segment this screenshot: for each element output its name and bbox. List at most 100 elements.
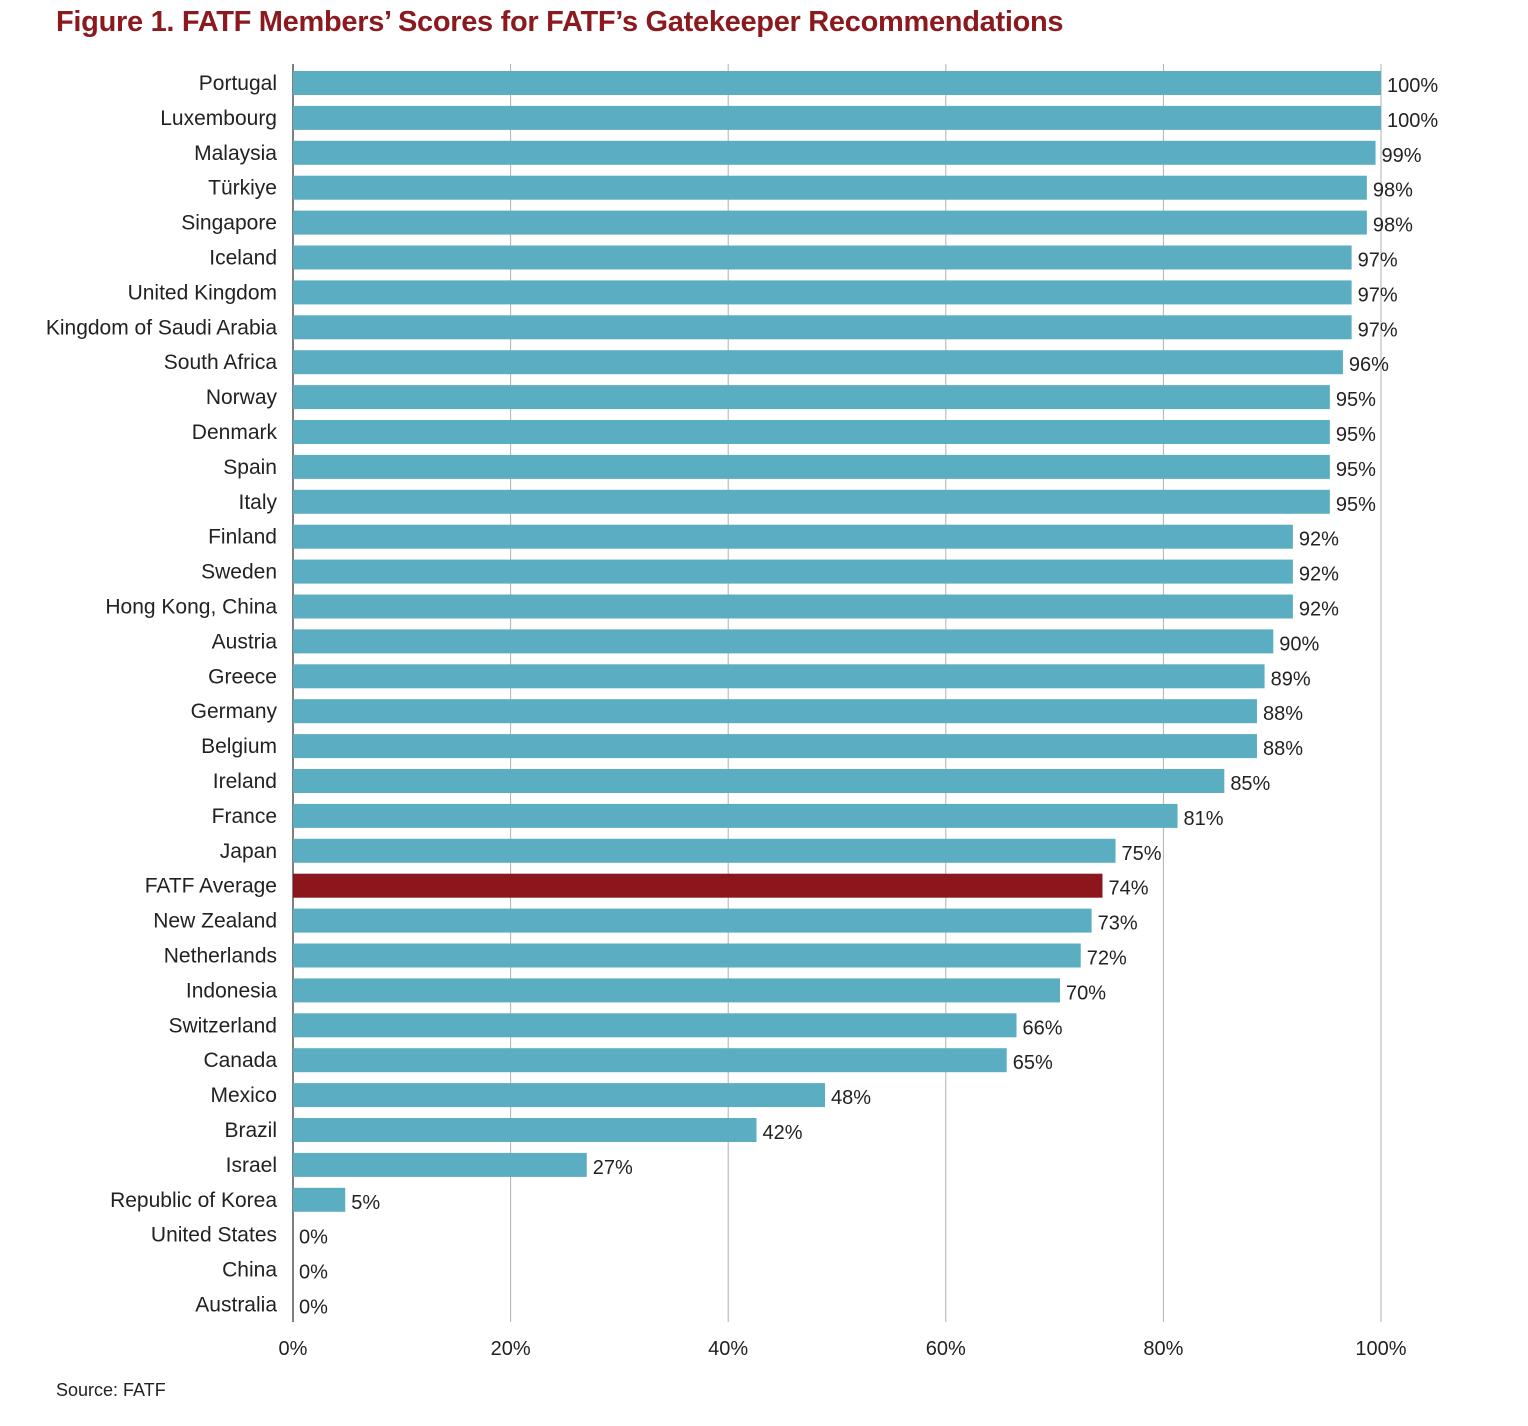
source-note: Source: FATF <box>56 1380 166 1400</box>
category-label: Iceland <box>209 247 277 270</box>
value-label: 92% <box>1299 529 1339 551</box>
value-label: 98% <box>1373 180 1413 202</box>
bar <box>293 594 1293 619</box>
value-label: 0% <box>299 1297 328 1319</box>
category-label: Norway <box>206 386 278 409</box>
category-label: Portugal <box>199 72 277 95</box>
value-label: 74% <box>1108 878 1148 900</box>
category-label: Spain <box>223 456 277 479</box>
gridlines <box>292 64 1382 1322</box>
bar <box>293 1048 1007 1073</box>
category-label: Israel <box>226 1154 277 1177</box>
value-label: 95% <box>1336 494 1376 516</box>
value-label: 65% <box>1013 1052 1053 1074</box>
bar <box>293 420 1330 444</box>
x-tick-label: 60% <box>926 1338 966 1360</box>
category-label: Mexico <box>210 1084 277 1107</box>
category-label: China <box>222 1259 277 1282</box>
bar <box>293 245 1352 270</box>
category-label: Switzerland <box>168 1014 277 1037</box>
bar <box>293 1118 757 1142</box>
category-label: Sweden <box>201 561 277 584</box>
value-label: 100% <box>1387 110 1438 132</box>
category-label: Japan <box>220 840 277 863</box>
category-label: Australia <box>195 1294 277 1317</box>
bar <box>293 803 1178 828</box>
value-label: 0% <box>299 1262 328 1284</box>
category-label: France <box>212 805 277 828</box>
category-label: Malaysia <box>194 142 277 165</box>
bar <box>293 175 1367 200</box>
category-label: Hong Kong, China <box>105 596 277 619</box>
bar <box>293 315 1352 340</box>
chart-title: Figure 1. FATF Members’ Scores for FATF’… <box>56 6 1064 38</box>
category-label: Kingdom of Saudi Arabia <box>46 316 277 339</box>
bar <box>293 454 1330 479</box>
value-label: 95% <box>1336 389 1376 411</box>
bar <box>293 629 1274 654</box>
bar <box>293 559 1293 584</box>
value-label: 72% <box>1087 948 1127 970</box>
value-label: 88% <box>1263 703 1303 725</box>
category-label: United States <box>151 1224 277 1247</box>
value-label: 88% <box>1263 738 1303 760</box>
category-label: Austria <box>212 630 278 653</box>
value-label: 97% <box>1358 250 1398 272</box>
bars <box>293 71 1381 1212</box>
value-label: 92% <box>1299 564 1339 586</box>
category-label: Ireland <box>213 770 277 793</box>
bar <box>293 1083 826 1108</box>
bar <box>293 524 1293 549</box>
value-label: 89% <box>1271 668 1311 690</box>
value-label: 97% <box>1358 319 1398 341</box>
category-label: New Zealand <box>153 910 277 933</box>
value-label: 42% <box>762 1122 802 1144</box>
x-tick-label: 40% <box>708 1338 748 1360</box>
category-label: South Africa <box>164 351 278 374</box>
bar <box>293 385 1330 410</box>
bar-fatf-average <box>293 873 1103 898</box>
category-label: Republic of Korea <box>110 1189 277 1212</box>
category-label: Italy <box>238 491 277 514</box>
x-tick-label: 100% <box>1355 1338 1406 1360</box>
value-label: 95% <box>1336 459 1376 481</box>
category-label: Greece <box>208 665 277 688</box>
value-labels: 100% 100% 99% 98% 98% 97% 97% 97% 96% 95% 95% 95% 95… <box>299 75 1438 1319</box>
value-label: 90% <box>1279 633 1319 655</box>
bar <box>293 664 1265 689</box>
bar <box>293 1187 346 1212</box>
value-label: 73% <box>1098 913 1138 935</box>
category-label: Luxembourg <box>160 107 277 130</box>
bar <box>293 1013 1017 1038</box>
category-label: Belgium <box>201 735 277 758</box>
x-tick-label: 80% <box>1143 1338 1183 1360</box>
category-labels: Portugal Luxembourg Malaysia Türkiye Singapo… <box>46 72 278 1317</box>
bar <box>293 734 1257 759</box>
bar <box>293 908 1092 933</box>
value-label: 92% <box>1299 599 1339 621</box>
value-label: 70% <box>1066 982 1106 1004</box>
category-label: Indonesia <box>186 979 277 1002</box>
bar <box>293 210 1367 235</box>
bar <box>293 71 1381 95</box>
value-label: 5% <box>351 1192 380 1214</box>
x-tick-label: 20% <box>491 1338 531 1360</box>
value-label: 85% <box>1230 773 1270 795</box>
bar <box>293 838 1116 863</box>
value-label: 81% <box>1184 808 1224 830</box>
bar <box>293 280 1352 305</box>
x-axis-ticks: 0% 20% 40% 60% 80% 100% <box>279 1338 1407 1360</box>
bar <box>293 1152 587 1177</box>
bar <box>293 943 1081 968</box>
category-label: Türkiye <box>208 177 277 200</box>
category-label: Netherlands <box>164 945 277 968</box>
value-label: 48% <box>831 1087 871 1109</box>
value-label: 75% <box>1122 843 1162 865</box>
value-label: 66% <box>1023 1017 1063 1039</box>
category-label: Singapore <box>181 212 277 235</box>
bar <box>293 699 1257 724</box>
value-label: 0% <box>299 1227 328 1249</box>
bar <box>293 105 1381 130</box>
category-label: Germany <box>191 700 278 723</box>
